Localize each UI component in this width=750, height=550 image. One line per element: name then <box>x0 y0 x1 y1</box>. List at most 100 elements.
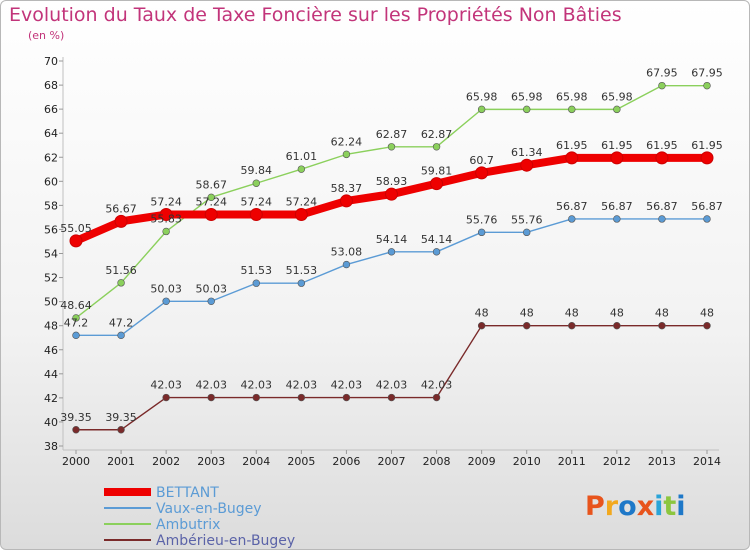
logo-letter: t <box>663 491 677 522</box>
data-label: 47.2 <box>109 316 134 329</box>
data-point <box>117 426 125 434</box>
data-label: 42.03 <box>331 379 363 392</box>
x-tick-label: 2002 <box>152 455 180 468</box>
data-label: 65.98 <box>601 90 633 103</box>
y-tick-label: 52 <box>44 272 58 285</box>
x-tick-label: 2012 <box>603 455 631 468</box>
x-tick-label: 2010 <box>513 455 541 468</box>
data-label: 55.76 <box>511 213 543 226</box>
data-point <box>568 321 576 330</box>
x-tick-label: 2005 <box>287 455 315 468</box>
data-point <box>207 297 215 305</box>
data-label: 53.08 <box>331 246 363 259</box>
x-tick-label: 2008 <box>423 455 451 468</box>
data-label: 61.34 <box>511 146 543 159</box>
logo-letter: i <box>676 491 686 522</box>
data-point <box>703 321 711 330</box>
y-tick-label: 56 <box>44 223 58 236</box>
data-label: 48.64 <box>60 299 92 312</box>
data-label: 57.24 <box>150 196 182 209</box>
data-point <box>655 151 669 165</box>
data-label: 55.05 <box>60 222 92 235</box>
legend-label: BETTANT <box>156 485 219 501</box>
logo-letter: i <box>654 491 664 522</box>
y-tick-label: 54 <box>44 248 58 261</box>
data-label: 56.87 <box>601 200 633 213</box>
data-label: 51.56 <box>105 264 137 277</box>
data-point <box>703 215 711 223</box>
data-label: 61.95 <box>556 139 588 152</box>
y-tick-label: 46 <box>44 344 58 357</box>
y-tick-label: 38 <box>44 440 58 453</box>
data-point <box>565 151 579 165</box>
data-label: 65.98 <box>556 90 588 103</box>
y-tick-label: 42 <box>44 392 58 405</box>
data-label: 60.7 <box>469 154 494 167</box>
data-point <box>342 393 351 402</box>
y-tick-label: 40 <box>44 416 58 429</box>
data-point <box>520 158 534 172</box>
data-label: 57.24 <box>195 196 227 209</box>
data-label: 48 <box>655 307 669 320</box>
data-label: 48 <box>475 307 489 320</box>
logo-letter: x <box>636 491 655 522</box>
data-label: 54.14 <box>376 233 408 246</box>
data-label: 51.53 <box>286 264 318 277</box>
data-point <box>385 187 398 201</box>
data-point <box>297 279 306 287</box>
data-label: 48 <box>520 307 534 320</box>
data-point <box>117 279 125 287</box>
data-label: 47.2 <box>64 316 89 329</box>
data-point <box>252 279 260 287</box>
x-tick-label: 2007 <box>378 455 406 468</box>
data-label: 62.24 <box>331 135 363 148</box>
y-tick-label: 58 <box>44 199 58 212</box>
y-tick-label: 44 <box>44 368 58 381</box>
chart-subtitle: (en %) <box>28 29 65 42</box>
data-point <box>703 81 711 90</box>
data-point <box>387 248 396 256</box>
data-point <box>339 194 353 208</box>
x-tick-label: 2004 <box>242 455 270 468</box>
data-label: 56.67 <box>105 202 137 215</box>
data-point <box>162 227 170 236</box>
data-label: 50.03 <box>195 282 227 295</box>
data-label: 42.03 <box>241 379 273 392</box>
legend-label: Ambutrix <box>156 517 220 533</box>
logo-letter: P <box>585 491 605 522</box>
data-point <box>72 426 80 434</box>
data-label: 57.24 <box>286 196 318 209</box>
data-point <box>297 165 306 173</box>
logo-letter: r <box>604 491 619 522</box>
data-label: 39.35 <box>105 411 137 424</box>
data-label: 54.14 <box>421 233 453 246</box>
data-point <box>252 179 260 187</box>
data-label: 59.84 <box>241 164 273 177</box>
x-tick-label: 2014 <box>693 455 721 468</box>
data-label: 42.03 <box>286 379 318 392</box>
data-point <box>432 143 441 151</box>
data-point <box>387 143 396 151</box>
x-tick-label: 2003 <box>197 455 225 468</box>
data-label: 48 <box>700 307 714 320</box>
data-point <box>162 297 170 305</box>
data-label: 56.87 <box>556 200 588 213</box>
legend-label: Ambérieu-en-Bugey <box>156 533 295 549</box>
data-point <box>162 393 170 402</box>
data-point <box>342 260 351 269</box>
data-point <box>207 193 215 202</box>
data-point <box>72 314 80 322</box>
data-point <box>477 321 486 330</box>
data-point <box>342 150 351 159</box>
data-label: 51.53 <box>241 264 273 277</box>
y-tick-label: 60 <box>44 175 58 188</box>
data-label: 48 <box>565 307 579 320</box>
data-point <box>568 215 576 223</box>
data-point <box>249 208 263 222</box>
data-point <box>432 248 441 256</box>
data-point <box>658 81 666 90</box>
data-point <box>523 228 531 237</box>
data-label: 61.01 <box>286 150 318 163</box>
data-point <box>207 393 215 402</box>
